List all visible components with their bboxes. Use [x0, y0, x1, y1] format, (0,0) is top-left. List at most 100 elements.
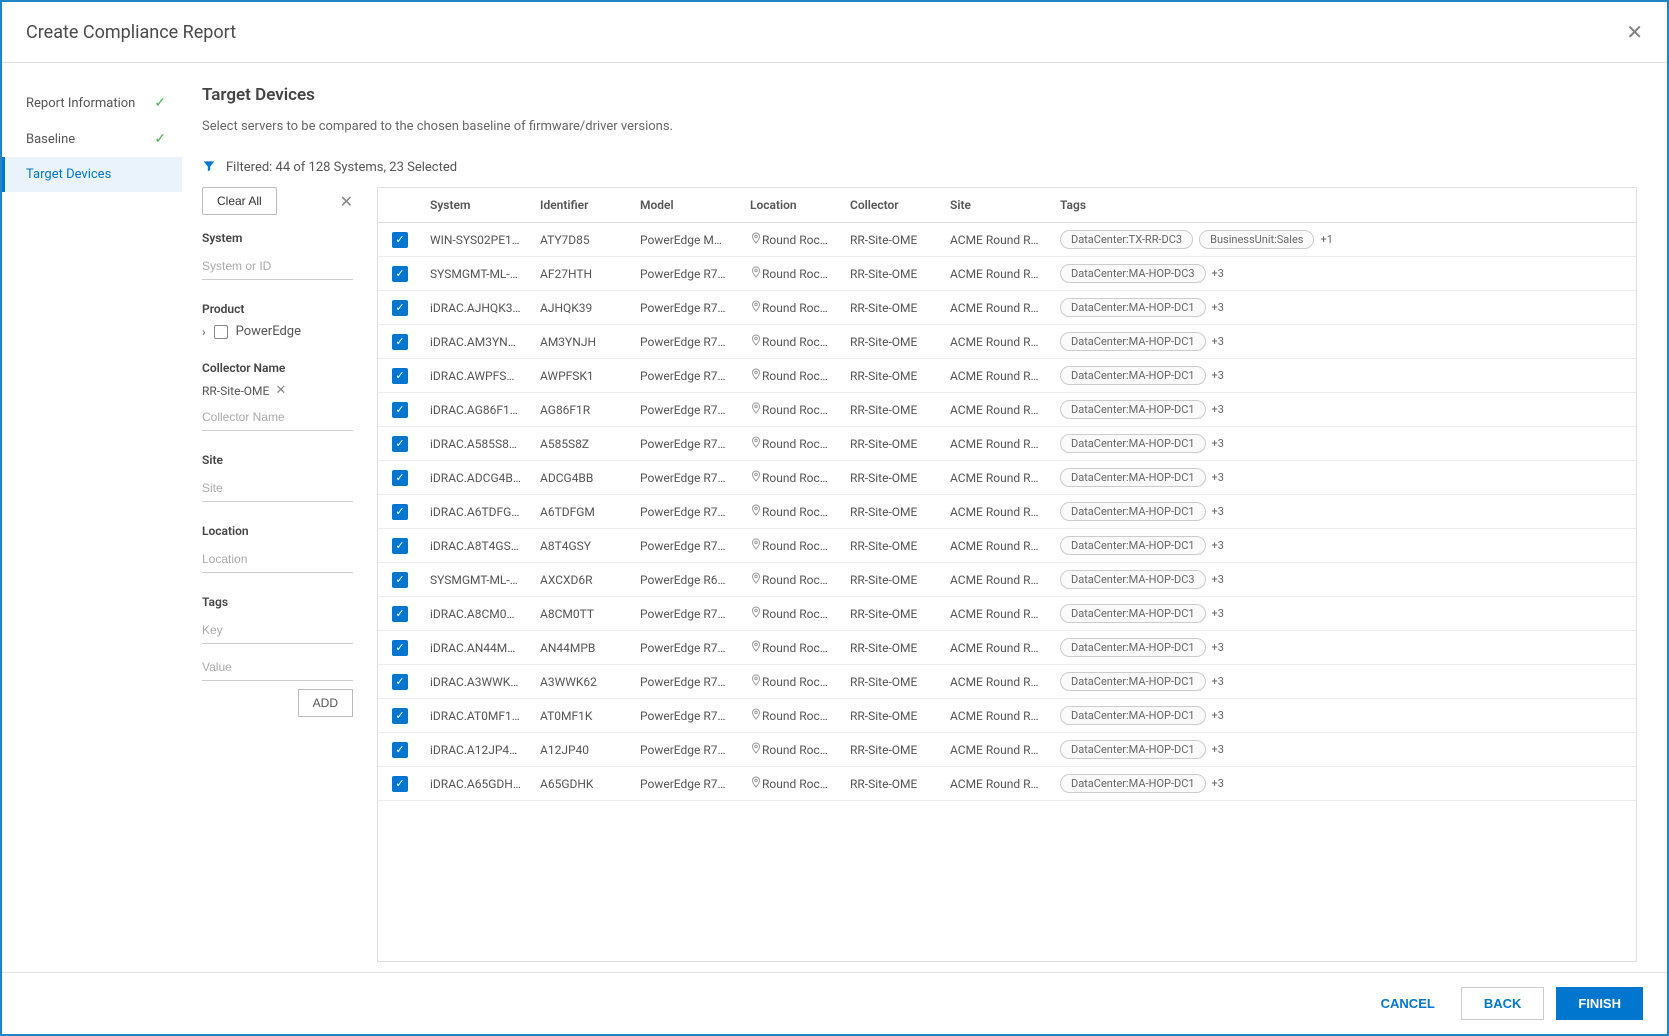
header-system[interactable]: System [422, 188, 532, 222]
finish-button[interactable]: FINISH [1556, 987, 1643, 1020]
location-pin-icon [750, 265, 762, 282]
row-checkbox[interactable]: ✓ [392, 300, 408, 316]
wizard-step[interactable]: Baseline✓ [2, 121, 182, 157]
row-checkbox[interactable]: ✓ [392, 538, 408, 554]
table-row[interactable]: ✓iDRAC.A8CM0…A8CM0TTPowerEdge R7…Round R… [378, 597, 1636, 631]
tags-value-input[interactable] [202, 654, 353, 681]
tag-pill[interactable]: DataCenter:MA-HOP-DC1 [1060, 298, 1206, 317]
tag-more[interactable]: +3 [1212, 505, 1224, 518]
row-checkbox[interactable]: ✓ [392, 266, 408, 282]
cancel-button[interactable]: CANCEL [1367, 988, 1449, 1019]
row-checkbox[interactable]: ✓ [392, 742, 408, 758]
row-checkbox[interactable]: ✓ [392, 504, 408, 520]
row-checkbox[interactable]: ✓ [392, 232, 408, 248]
row-checkbox[interactable]: ✓ [392, 334, 408, 350]
table-row[interactable]: ✓iDRAC.AT0MF1…AT0MF1KPowerEdge R7…Round … [378, 699, 1636, 733]
table-row[interactable]: ✓WIN-SYS02PE1…ATY7D85PowerEdge M…Round R… [378, 223, 1636, 257]
product-checkbox[interactable] [214, 325, 228, 339]
header-site[interactable]: Site [942, 188, 1052, 222]
close-filters-icon[interactable]: ✕ [340, 192, 353, 211]
tag-more[interactable]: +3 [1212, 369, 1224, 382]
tags-key-input[interactable] [202, 617, 353, 644]
tag-pill[interactable]: DataCenter:MA-HOP-DC1 [1060, 400, 1206, 419]
tag-pill[interactable]: DataCenter:MA-HOP-DC1 [1060, 366, 1206, 385]
tag-pill[interactable]: BusinessUnit:Sales [1199, 230, 1314, 249]
table-row[interactable]: ✓iDRAC.ADCG4B…ADCG4BBPowerEdge R7…Round … [378, 461, 1636, 495]
tag-more[interactable]: +1 [1320, 233, 1332, 246]
tag-pill[interactable]: DataCenter:MA-HOP-DC1 [1060, 706, 1206, 725]
tag-pill[interactable]: DataCenter:MA-HOP-DC1 [1060, 502, 1206, 521]
wizard-step[interactable]: Report Information✓ [2, 85, 182, 121]
row-checkbox[interactable]: ✓ [392, 640, 408, 656]
table-row[interactable]: ✓iDRAC.A12JP4…A12JP40PowerEdge R7…Round … [378, 733, 1636, 767]
header-tags[interactable]: Tags [1052, 188, 1636, 222]
table-row[interactable]: ✓iDRAC.A8T4GS…A8T4GSYPowerEdge R7…Round … [378, 529, 1636, 563]
row-checkbox[interactable]: ✓ [392, 402, 408, 418]
header-collector[interactable]: Collector [842, 188, 942, 222]
tag-more[interactable]: +3 [1212, 403, 1224, 416]
tag-more[interactable]: +3 [1212, 641, 1224, 654]
row-checkbox[interactable]: ✓ [392, 436, 408, 452]
tag-pill[interactable]: DataCenter:MA-HOP-DC1 [1060, 672, 1206, 691]
tag-pill[interactable]: DataCenter:MA-HOP-DC3 [1060, 570, 1206, 589]
row-checkbox[interactable]: ✓ [392, 776, 408, 792]
table-row[interactable]: ✓iDRAC.AWPFS…AWPFSK1PowerEdge R7…Round R… [378, 359, 1636, 393]
tag-more[interactable]: +3 [1212, 437, 1224, 450]
header-location[interactable]: Location [742, 188, 842, 222]
header-model[interactable]: Model [632, 188, 742, 222]
cell-collector: RR-Site-OME [842, 529, 942, 563]
table-row[interactable]: ✓iDRAC.A3WWK…A3WWK62PowerEdge R7…Round R… [378, 665, 1636, 699]
tag-more[interactable]: +3 [1212, 267, 1224, 280]
row-checkbox[interactable]: ✓ [392, 708, 408, 724]
table-row[interactable]: ✓SYSMGMT-ML-…AF27HTHPowerEdge R7…Round R… [378, 257, 1636, 291]
back-button[interactable]: BACK [1461, 987, 1545, 1020]
row-checkbox[interactable]: ✓ [392, 674, 408, 690]
collector-filter-input[interactable] [202, 404, 353, 431]
table-row[interactable]: ✓iDRAC.AG86F1…AG86F1RPowerEdge R7…Round … [378, 393, 1636, 427]
wizard-step[interactable]: Target Devices [2, 157, 182, 192]
row-checkbox[interactable]: ✓ [392, 572, 408, 588]
tag-pill[interactable]: DataCenter:MA-HOP-DC1 [1060, 332, 1206, 351]
tag-more[interactable]: +3 [1212, 301, 1224, 314]
tag-pill[interactable]: DataCenter:MA-HOP-DC1 [1060, 604, 1206, 623]
tag-more[interactable]: +3 [1212, 777, 1224, 790]
tag-more[interactable]: +3 [1212, 573, 1224, 586]
funnel-icon[interactable] [202, 158, 216, 177]
tag-pill[interactable]: DataCenter:MA-HOP-DC1 [1060, 774, 1206, 793]
product-option-row[interactable]: › PowerEdge [202, 324, 353, 339]
add-tag-button[interactable]: ADD [298, 689, 353, 717]
row-checkbox-cell: ✓ [378, 223, 422, 258]
clear-all-button[interactable]: Clear All [202, 187, 277, 215]
cell-identifier: AJHQK39 [532, 291, 632, 325]
table-row[interactable]: ✓iDRAC.AJHQK3…AJHQK39PowerEdge R7…Round … [378, 291, 1636, 325]
location-filter-input[interactable] [202, 546, 353, 573]
table-row[interactable]: ✓SYSMGMT-ML-…AXCXD6RPowerEdge R6…Round R… [378, 563, 1636, 597]
system-filter-input[interactable] [202, 253, 353, 280]
close-icon[interactable]: ✕ [1626, 20, 1643, 44]
table-row[interactable]: ✓iDRAC.AM3YN…AM3YNJHPowerEdge R7…Round R… [378, 325, 1636, 359]
tag-more[interactable]: +3 [1212, 675, 1224, 688]
table-row[interactable]: ✓iDRAC.A585S8…A585S8ZPowerEdge R7…Round … [378, 427, 1636, 461]
row-checkbox[interactable]: ✓ [392, 606, 408, 622]
tag-pill[interactable]: DataCenter:MA-HOP-DC1 [1060, 638, 1206, 657]
table-row[interactable]: ✓iDRAC.A65GDH…A65GDHKPowerEdge R7…Round … [378, 767, 1636, 801]
tag-pill[interactable]: DataCenter:MA-HOP-DC1 [1060, 740, 1206, 759]
table-row[interactable]: ✓iDRAC.AN44M…AN44MPBPowerEdge R7…Round R… [378, 631, 1636, 665]
tag-more[interactable]: +3 [1212, 471, 1224, 484]
collector-chip-remove-icon[interactable]: ✕ [275, 383, 286, 398]
row-checkbox[interactable]: ✓ [392, 368, 408, 384]
site-filter-input[interactable] [202, 475, 353, 502]
table-row[interactable]: ✓iDRAC.A6TDFG…A6TDFGMPowerEdge R7…Round … [378, 495, 1636, 529]
tag-more[interactable]: +3 [1212, 743, 1224, 756]
tag-pill[interactable]: DataCenter:MA-HOP-DC3 [1060, 264, 1206, 283]
tag-more[interactable]: +3 [1212, 335, 1224, 348]
header-identifier[interactable]: Identifier [532, 188, 632, 222]
tag-pill[interactable]: DataCenter:TX-RR-DC3 [1060, 230, 1193, 249]
tag-more[interactable]: +3 [1212, 607, 1224, 620]
tag-pill[interactable]: DataCenter:MA-HOP-DC1 [1060, 434, 1206, 453]
tag-more[interactable]: +3 [1212, 539, 1224, 552]
tag-more[interactable]: +3 [1212, 709, 1224, 722]
row-checkbox[interactable]: ✓ [392, 470, 408, 486]
tag-pill[interactable]: DataCenter:MA-HOP-DC1 [1060, 536, 1206, 555]
tag-pill[interactable]: DataCenter:MA-HOP-DC1 [1060, 468, 1206, 487]
